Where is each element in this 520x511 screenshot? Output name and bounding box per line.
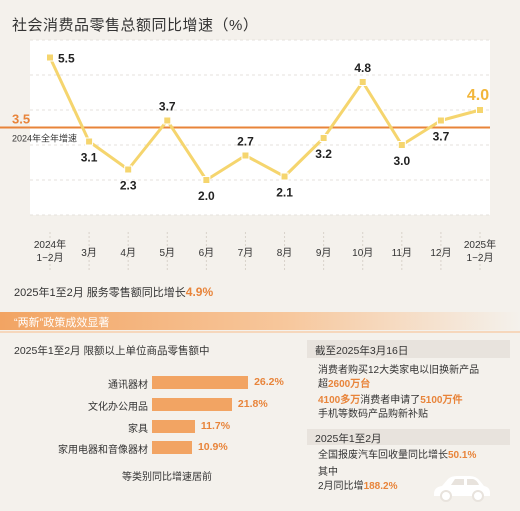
data-label: 5.5 [58,52,75,66]
data-point [319,134,328,142]
data-point [397,141,406,149]
february-line-2: 2月同比增188.2% [318,480,397,494]
bar-value-label: 11.7% [200,420,231,432]
right-section-title-box: 截至2025年3月16日 [307,340,510,358]
data-point [46,53,54,62]
x-tick-label: 9月 [316,247,332,259]
data-point [436,116,445,125]
data-label: 2.3 [120,179,137,193]
bar-value-label: 10.9% [197,441,228,453]
data-label: 2.1 [276,186,293,200]
appliance-trade-in-text: 消费者购买12大类家电以旧换新产品 超2600万台 [318,364,479,392]
x-tick-label: 1−2月 [37,252,64,264]
x-tick-label: 8月 [277,247,293,259]
x-tick-label: 11月 [392,247,412,259]
x-tick-label: 1−2月 [467,252,494,264]
data-point [124,165,133,174]
data-label: 3.7 [159,100,176,114]
x-tick-label: 7月 [238,247,254,259]
x-tick-label: 12月 [430,247,451,259]
service-retail-summary: 2025年1至2月 服务零售额同比增长4.9% [14,284,213,300]
series-line [48,56,481,182]
reference-value-label: 3.5 [12,112,30,127]
data-label: 3.1 [81,151,98,165]
data-point [202,176,211,184]
left-section-title: 2025年1至2月 限额以上单位商品零售额中 [14,345,210,357]
reference-line-label: 2024年全年增速 [12,133,77,144]
appliance-prefix: 超 [318,379,328,390]
february-prefix: 2月同比增 [318,481,364,492]
summary-value: 4.9% [185,285,214,299]
appliance-value: 2600万台 [328,379,371,390]
digital-line-2: 手机等数码产品购新补贴 [318,409,428,420]
data-label: 4.0 [467,87,489,104]
data-label: 3.0 [393,154,410,168]
data-point [163,116,172,125]
right-box2-title: 2025年1至2月 [315,433,382,445]
data-label: 2.0 [198,189,215,203]
scrap-car-text: 全国报废汽车回收量同比增长50.1% [318,449,476,463]
bar [152,420,195,433]
data-point [85,137,94,146]
chart-title: 社会消费品零售总额同比增速（%） [12,17,259,34]
bar-caption: 等类别同比增速居前 [122,472,212,483]
bar-label: 文化办公用品 [88,402,148,413]
x-tick-label: 4月 [120,247,136,259]
right-section-title: 截至2025年3月16日 [315,345,409,357]
digital-subsidy-text: 4100多万消费者申请了5100万件 手机等数码产品购新补贴 [318,394,463,422]
data-label: 3.2 [315,147,332,161]
data-point [476,106,484,114]
scrap-car-line: 全国报废汽车回收量同比增长50.1% [318,449,476,463]
digital-line-1: 4100多万消费者申请了5100万件 [318,394,463,408]
appliance-line-2: 超2600万台 [318,378,479,392]
data-label: 3.7 [433,130,450,144]
policy-banner: “两新”政策成效显著 [0,312,520,330]
x-tick-label: 3月 [81,247,97,259]
data-label: 4.8 [354,61,371,75]
bar [152,398,232,411]
data-point [358,78,367,86]
february-value: 188.2% [363,481,398,492]
x-tick-label: 2025年 [464,238,496,251]
summary-text: 2025年1至2月 服务零售额同比增长 [14,287,186,299]
bar-value-label: 26.2% [254,376,284,388]
right-section-box2: 2025年1至2月 [307,429,510,445]
x-tick-label: 2024年 [34,238,66,251]
bar-value-label: 21.8% [237,398,268,410]
digital-items-value: 5100万件 [420,395,463,406]
bar [152,441,192,454]
digital-middle: 消费者申请了 [360,395,421,406]
scrap-car-prefix: 全国报废汽车回收量同比增长 [318,450,448,461]
line-chart: 3.5 2024年全年增速 5.5 3.1 2.3 3.7 2.0 2.7 2.1 3.2 4.8 3… [0,39,496,272]
bar [152,376,249,389]
bar-label: 家具 [128,424,148,435]
banner-text: “两新”政策成效显著 [14,317,110,329]
bar-label: 家用电器和音像器材 [58,445,148,456]
x-tick-label: 6月 [199,247,215,259]
data-point [280,172,289,181]
x-tick-label: 10月 [352,247,373,259]
banner-divider [0,331,520,333]
data-point [241,151,250,160]
bar-label: 通讯器材 [108,380,148,391]
appliance-line-1: 消费者购买12大类家电以旧换新产品 [318,365,480,376]
february-line-1: 其中 [318,467,338,478]
scrap-car-value: 50.1% [448,450,477,461]
february-text: 其中 2月同比增188.2% [318,466,397,494]
car-icon [434,476,490,502]
data-label: 2.7 [237,135,254,149]
digital-consumers-value: 4100多万 [318,395,361,406]
x-tick-label: 5月 [159,247,175,259]
